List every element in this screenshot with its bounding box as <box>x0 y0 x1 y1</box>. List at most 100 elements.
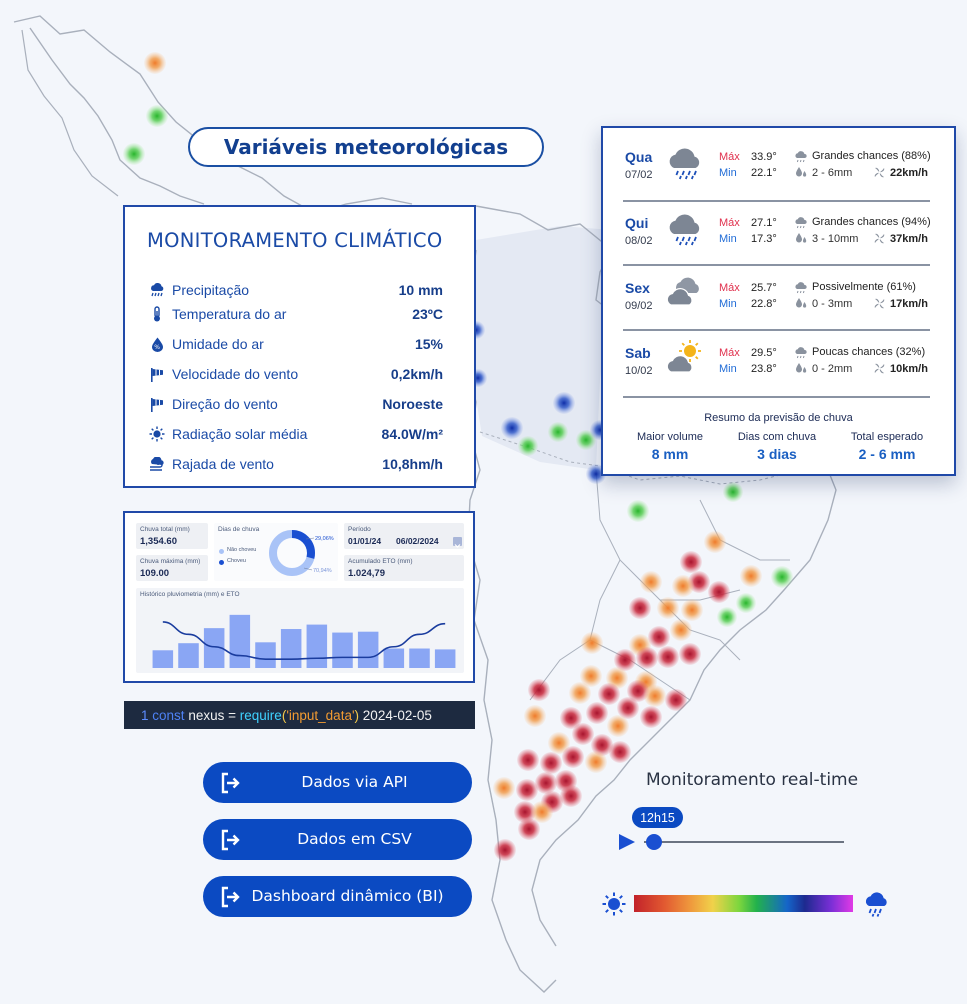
code-equals: = <box>228 707 237 723</box>
map-station-dot[interactable] <box>657 597 679 619</box>
map-station-dot[interactable] <box>528 679 550 701</box>
map-station-dot[interactable] <box>607 715 629 737</box>
play-icon[interactable] <box>618 833 636 851</box>
map-station-dot[interactable] <box>736 593 756 613</box>
map-station-dot[interactable] <box>123 143 145 165</box>
map-station-dot[interactable] <box>614 649 636 671</box>
map-station-dot[interactable] <box>493 777 515 799</box>
map-station-dot[interactable] <box>657 646 679 668</box>
wind-speed: 37km/h <box>890 233 928 245</box>
map-station-dot[interactable] <box>629 597 651 619</box>
map-station-dot[interactable] <box>740 565 762 587</box>
map-station-dot[interactable] <box>708 581 730 603</box>
map-station-dot[interactable] <box>598 683 620 705</box>
map-station-dot[interactable] <box>531 801 553 823</box>
map-station-dot[interactable] <box>518 818 540 840</box>
svg-text:%: % <box>154 344 160 351</box>
map-station-dot[interactable] <box>518 436 538 456</box>
time-slider-thumb[interactable] <box>646 834 662 850</box>
map-station-dot[interactable] <box>569 682 591 704</box>
time-slider-track[interactable] <box>644 841 844 843</box>
rain-chance-icon <box>794 150 808 163</box>
map-station-dot[interactable] <box>517 749 539 771</box>
map-station-dot[interactable] <box>670 619 692 641</box>
map-station-dot[interactable] <box>535 772 557 794</box>
chart-bar <box>280 629 302 668</box>
rain-chance-icon <box>794 216 808 229</box>
map-station-dot[interactable] <box>501 417 523 439</box>
forecast-divider <box>623 329 930 331</box>
dados-csv-button[interactable]: Dados em CSV <box>203 819 472 860</box>
map-station-dot[interactable] <box>640 706 662 728</box>
periodo-inicio: 01/01/24 <box>348 536 382 546</box>
dashboard-bi-button[interactable]: Dashboard dinâmico (BI) <box>203 876 472 917</box>
map-station-dot[interactable] <box>572 723 594 745</box>
tile-label: Chuva máxima (mm) <box>140 558 201 565</box>
climate-monitor-card: MONITORAMENTO CLIMÁTICO Precipitação 10 … <box>123 205 476 488</box>
cloud-rain-icon <box>865 892 887 917</box>
map-station-dot[interactable] <box>585 751 607 773</box>
forecast-summary-title: Resumo da previsão de chuva <box>704 412 853 424</box>
map-station-dot[interactable] <box>548 732 570 754</box>
map-station-dot[interactable] <box>548 422 568 442</box>
raindrops-icon <box>795 362 808 375</box>
map-station-dot[interactable] <box>640 571 662 593</box>
map-station-dot[interactable] <box>581 632 603 654</box>
map-station-dot[interactable] <box>540 752 562 774</box>
forecast-date: 10/02 <box>625 365 653 377</box>
map-station-dot[interactable] <box>644 685 666 707</box>
code-snippet: 1 const nexus = require('input_data') 20… <box>124 701 475 729</box>
wind-speed: 17km/h <box>890 298 928 310</box>
chevron-down-icon[interactable] <box>453 537 462 548</box>
summary-dias-com-chuva: Dias com chuva 3 dias <box>727 431 827 462</box>
map-station-dot[interactable] <box>494 839 516 861</box>
row-label: Precipitação <box>172 282 250 298</box>
rain-chance: Poucas chances (32%) <box>812 346 926 358</box>
forecast-row: Sab 10/02 Máx Min 29.5° 23.8° Poucas chances (… <box>623 338 933 394</box>
map-station-dot[interactable] <box>591 734 613 756</box>
button-label: Dados em CSV <box>297 830 412 848</box>
map-station-dot[interactable] <box>679 643 701 665</box>
min-label: Min <box>719 233 737 245</box>
map-station-dot[interactable] <box>514 801 536 823</box>
map-station-dot[interactable] <box>723 482 743 502</box>
map-station-dot[interactable] <box>560 707 582 729</box>
sign-in-icon <box>221 772 240 794</box>
cloud-heavy-rain-icon <box>665 208 707 248</box>
rain-chance: Grandes chances (88%) <box>812 150 931 162</box>
map-station-dot[interactable] <box>553 392 575 414</box>
row-label: Radiação solar média <box>172 426 308 442</box>
map-station-dot[interactable] <box>771 566 793 588</box>
map-station-dot[interactable] <box>627 680 649 702</box>
map-station-dot[interactable] <box>680 551 702 573</box>
legend-dot-choveu <box>219 560 224 565</box>
map-station-dot[interactable] <box>665 689 687 711</box>
dados-api-button[interactable]: Dados via API <box>203 762 472 803</box>
map-station-dot[interactable] <box>586 702 608 724</box>
color-scale-bar <box>634 895 853 912</box>
map-station-dot[interactable] <box>704 531 726 553</box>
map-station-dot[interactable] <box>560 785 582 807</box>
row-value: 84.0W/m² <box>381 426 443 442</box>
map-station-dot[interactable] <box>717 607 737 627</box>
map-station-dot[interactable] <box>146 105 168 127</box>
map-station-dot[interactable] <box>617 697 639 719</box>
tile-periodo[interactable]: Período 01/01/24 06/02/2024 <box>344 523 464 549</box>
map-station-dot[interactable] <box>609 741 631 763</box>
map-station-dot[interactable] <box>648 626 670 648</box>
map-station-dot[interactable] <box>576 430 596 450</box>
map-station-dot[interactable] <box>681 599 703 621</box>
map-station-dot[interactable] <box>516 779 538 801</box>
map-station-dot[interactable] <box>580 665 602 687</box>
map-station-dot[interactable] <box>627 500 649 522</box>
map-station-dot[interactable] <box>144 52 166 74</box>
map-station-dot[interactable] <box>672 575 694 597</box>
wind-icon <box>873 362 886 375</box>
realtime-label: Monitoramento real-time <box>646 770 859 790</box>
map-station-dot[interactable] <box>524 705 546 727</box>
map-station-dot[interactable] <box>562 746 584 768</box>
code-function: require <box>239 707 282 723</box>
map-station-dot[interactable] <box>636 647 658 669</box>
wind-gust-icon <box>147 455 167 473</box>
